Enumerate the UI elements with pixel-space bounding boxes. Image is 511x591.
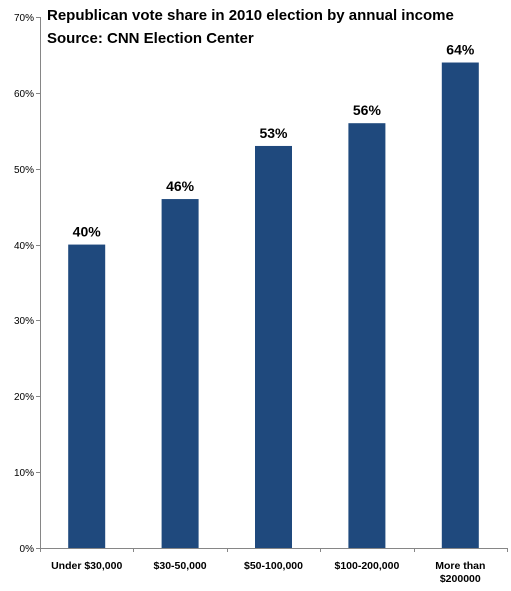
y-tick-label: 10% [14, 468, 34, 479]
x-tick-label: Under $30,000 [51, 560, 122, 572]
bar [441, 62, 479, 549]
data-label: 64% [446, 42, 475, 58]
y-tick-label: 40% [14, 241, 34, 252]
y-tick-label: 20% [14, 392, 34, 403]
x-tick-label: $50-100,000 [244, 560, 303, 572]
y-tick-label: 70% [14, 13, 34, 24]
chart-title: Republican vote share in 2010 election b… [47, 7, 454, 24]
bar [161, 199, 199, 549]
bar [348, 123, 386, 548]
data-label: 40% [73, 224, 102, 240]
x-tick-label: $30-50,000 [154, 560, 207, 572]
data-label: 46% [166, 178, 195, 194]
data-label: 56% [353, 102, 382, 118]
y-tick-label: 60% [14, 89, 34, 100]
bar [255, 145, 292, 548]
y-tick-label: 50% [14, 165, 34, 176]
y-tick-label: 30% [14, 316, 34, 327]
chart-subtitle: Source: CNN Election Center [47, 30, 254, 47]
x-tick-label: More than $200000 [435, 560, 485, 585]
x-tick-label: $100-200,000 [334, 560, 399, 572]
bar [68, 244, 106, 549]
y-tick-label: 0% [20, 544, 35, 555]
data-label: 53% [259, 125, 288, 141]
